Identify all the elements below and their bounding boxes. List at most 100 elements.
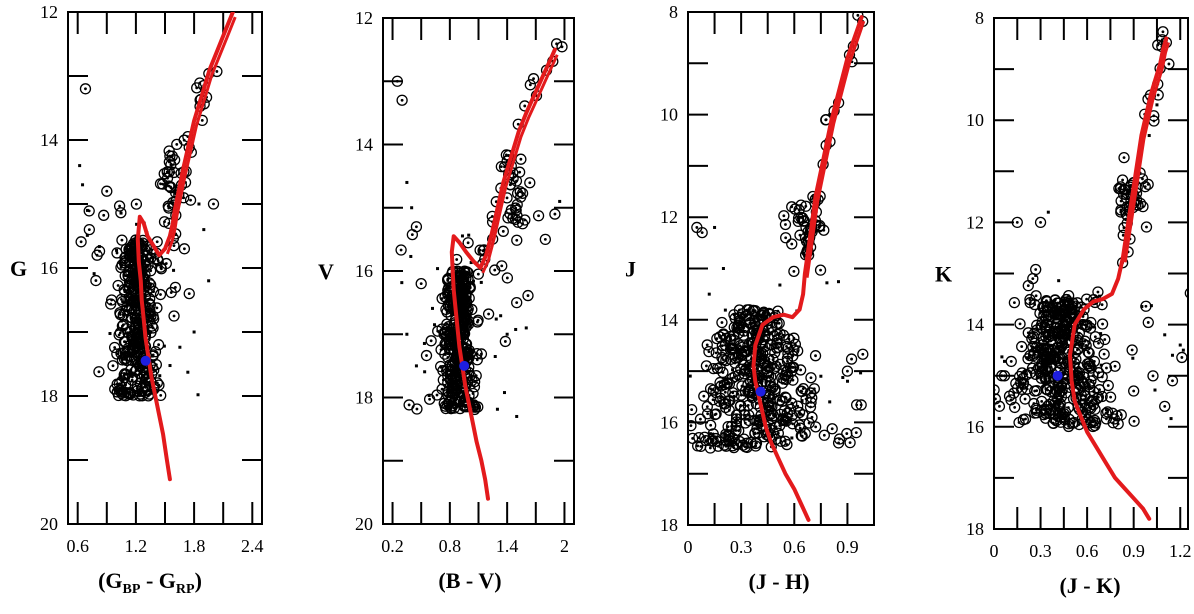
member-star-center (793, 207, 797, 211)
member-star (539, 233, 551, 246)
field-star (121, 327, 125, 331)
member-star-center (707, 350, 711, 354)
member-star (1014, 318, 1026, 330)
member-star-center (134, 202, 138, 206)
member-star-center (444, 308, 448, 311)
member-star-center (447, 286, 451, 290)
member-star-center (159, 393, 163, 397)
member-star (137, 278, 150, 290)
member-star-center (1083, 323, 1087, 327)
member-star-center (1093, 419, 1097, 422)
member-star (125, 267, 137, 279)
member-star-center (1072, 421, 1076, 424)
member-star (436, 383, 448, 395)
member-star (112, 279, 124, 292)
member-star (1137, 200, 1149, 213)
cmd-panel: 0 0.3 0.6 0.9 8 10 12 14 16 18 J (J - H) (625, 2, 931, 594)
member-star-center (1090, 399, 1094, 402)
y-tick-label: 18 (660, 515, 678, 535)
member-star (79, 83, 92, 95)
field-star (710, 415, 714, 419)
member-star (722, 429, 734, 441)
member-star (127, 344, 140, 356)
member-star-center (129, 292, 133, 296)
member-star-center (1111, 411, 1114, 415)
member-star-center (1132, 389, 1136, 393)
member-star-center (1041, 343, 1045, 347)
member-star-center (767, 404, 770, 408)
y-tick-label: 16 (966, 417, 984, 437)
blue-marker (459, 360, 470, 371)
member-star (792, 345, 804, 357)
member-star-center (523, 104, 527, 108)
member-star-center (1152, 114, 1156, 118)
member-star (730, 419, 743, 432)
field-star (460, 234, 464, 238)
member-star-center (697, 436, 701, 440)
member-star-center (716, 367, 719, 370)
member-star (56, 374, 66, 384)
member-star-center (854, 431, 858, 435)
member-star-center (801, 387, 805, 391)
member-star-center (1122, 192, 1126, 196)
field-star (846, 379, 850, 383)
member-star-center (118, 204, 121, 208)
member-star-center (504, 153, 508, 157)
member-star-center (711, 432, 715, 436)
member-star-center (1042, 306, 1045, 310)
member-star-center (732, 346, 735, 350)
member-star-center (746, 382, 750, 386)
member-star (93, 366, 105, 378)
member-star-center (410, 233, 414, 237)
member-star (797, 215, 810, 227)
member-star (149, 346, 162, 358)
field-star (442, 292, 446, 296)
member-star-center (724, 406, 727, 409)
member-star-center (435, 393, 439, 397)
member-star-center (1067, 425, 1070, 428)
field-star (859, 371, 863, 375)
member-star (516, 187, 529, 199)
cmd-panel: 0.2 0.8 1.4 2 12 14 16 18 20 V (B - V) (318, 8, 575, 593)
member-star-center (742, 372, 746, 376)
member-star (1043, 326, 1055, 338)
member-star-center (796, 349, 800, 353)
member-star-center (455, 258, 459, 261)
member-star-center (799, 368, 803, 372)
member-star-center (407, 403, 411, 407)
member-star-center (170, 154, 174, 158)
member-star-center (440, 387, 444, 391)
member-star-center (428, 397, 432, 401)
member-star (787, 361, 800, 373)
member-star-center (681, 412, 684, 415)
member-star-center (783, 374, 787, 378)
member-star (410, 221, 423, 233)
member-star-center (724, 435, 727, 439)
member-star (532, 210, 545, 222)
member-star (656, 355, 666, 365)
member-star-center (450, 391, 454, 395)
member-star (794, 422, 806, 434)
member-star-center (1109, 395, 1112, 399)
isochrone-line (805, 20, 866, 278)
member-star (1157, 26, 1169, 38)
member-star-center (1062, 415, 1066, 419)
member-star (462, 273, 474, 285)
member-star-center (1021, 418, 1025, 422)
member-star-center (476, 320, 479, 324)
member-star-center (830, 427, 834, 431)
member-star-center (740, 358, 744, 361)
member-star-center (774, 425, 778, 429)
member-star-center (724, 359, 728, 363)
member-star (1106, 407, 1119, 419)
field-star (1099, 363, 1103, 367)
field-star (186, 370, 190, 374)
y-tick-label: 18 (355, 388, 373, 408)
member-star-center (709, 387, 712, 391)
member-star (921, 435, 931, 445)
y-tick-label: 20 (40, 514, 58, 534)
member-star-center (1031, 366, 1034, 370)
member-star (144, 299, 156, 311)
member-star (1089, 403, 1101, 415)
field-star (721, 267, 725, 270)
